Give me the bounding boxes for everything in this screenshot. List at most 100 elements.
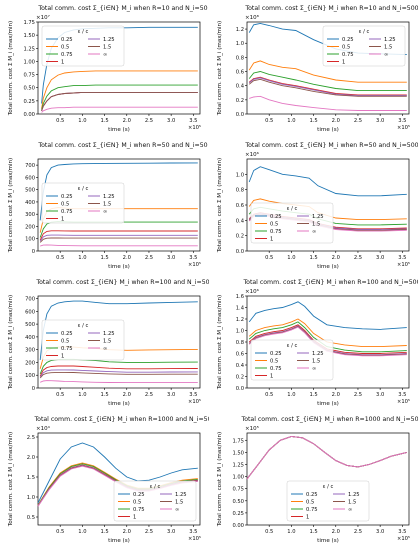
series-line-1.5 <box>41 91 198 111</box>
y-axis-label-text: Total comm. cost Σ M_i (max/min) <box>8 21 14 116</box>
x-tick-label: 3.5 <box>398 255 406 261</box>
y-tick-label: 0.4 <box>236 218 245 224</box>
x-tick-label: 3.0 <box>167 392 175 398</box>
legend-label: 0.25 <box>270 214 282 220</box>
y-tick-label: 1.00 <box>232 475 244 481</box>
legend-box <box>41 25 125 67</box>
y-tick-label: 0.75 <box>232 487 244 493</box>
y-tick-label: 600 <box>25 175 35 181</box>
x-tick-label: 2.5 <box>145 529 153 535</box>
x-tick-label: 2.5 <box>145 255 153 261</box>
plot-frame <box>37 21 201 115</box>
legend-label: 0.5 <box>61 339 69 345</box>
chart-title: Total comm. cost Σ_{i∈N} M_i when R=100 … <box>242 279 418 286</box>
legend-label: ∞ <box>103 346 107 352</box>
legend-box <box>41 182 125 224</box>
legend-label: 1.25 <box>175 492 187 498</box>
legend-label: 1.25 <box>103 331 115 337</box>
chart-title: Total comm. cost Σ_{i∈N} M_i when R=50 a… <box>37 142 207 149</box>
x-axis-label: time (s) <box>108 264 130 270</box>
legend-label: 1.5 <box>348 500 356 506</box>
legend-label: 1.5 <box>103 339 111 345</box>
legend-label: ∞ <box>312 366 316 372</box>
y-tick-label: 400 <box>25 200 35 206</box>
legend-label: 0.25 <box>270 351 282 357</box>
legend-label: 1.5 <box>384 45 392 51</box>
y-tick-label: 1.0 <box>236 172 244 178</box>
legend-box <box>41 319 125 361</box>
x-offset-label: ×10⁵ <box>188 125 201 131</box>
chart-panel-r100-n500: Total comm. cost Σ_{i∈N} M_i when R=100 … <box>209 274 418 411</box>
y-tick-label: 0.4 <box>236 363 245 369</box>
legend-label: 0.25 <box>133 492 145 498</box>
x-tick-label: 2.0 <box>332 255 340 261</box>
y-tick-label: 0.25 <box>232 511 244 517</box>
series-line-0.25 <box>248 301 407 330</box>
series-line-1.25 <box>248 77 407 97</box>
x-offset-label: ×10⁵ <box>188 399 201 405</box>
series-line-0.75 <box>41 84 198 110</box>
y-tick-label: 1.25 <box>232 462 244 468</box>
legend: ε / c 0.25 0.50.75 1 1.25 1.5∞ <box>322 25 406 67</box>
series-line-0.5 <box>248 318 407 348</box>
x-axis-label: time (s) <box>317 401 339 407</box>
x-tick-label: 3.5 <box>189 392 197 398</box>
series-line-1.5 <box>39 237 198 243</box>
x-offset-label: ×10⁵ <box>397 399 410 405</box>
y-axis-label: Total comm. cost Σ M_i (max/min) <box>8 21 14 116</box>
x-tick-label: 1.5 <box>309 529 317 535</box>
x-tick-label: 1.5 <box>309 392 317 398</box>
y-tick-label: 0.2 <box>236 98 244 104</box>
series-line-1.5 <box>248 325 407 356</box>
y-tick-label: 0.00 <box>23 112 35 118</box>
legend-title: ε / c <box>359 29 370 35</box>
y-tick-label: 1.6 <box>236 294 244 300</box>
series-line-0.5 <box>246 435 407 480</box>
chart-panel-r10-n500: Total comm. cost Σ_{i∈N} M_i when R=10 a… <box>209 0 418 137</box>
y-axis-label: Total comm. cost Σ M_i (max/min) <box>8 432 14 527</box>
chart-svg: Total comm. cost Σ_{i∈N} M_i when R=1000… <box>217 416 418 544</box>
x-tick-label: 3.0 <box>376 255 384 261</box>
legend-label: 0.75 <box>133 507 145 513</box>
y-offset-label: ×10⁴ <box>36 425 51 432</box>
series-line-0.75 <box>248 71 407 92</box>
legend-label: 0.75 <box>61 209 73 215</box>
series-line-0.25 <box>37 442 198 504</box>
legend-label: 0.75 <box>270 229 282 235</box>
y-tick-label: 1.50 <box>23 33 35 39</box>
x-tick-label: 3.0 <box>376 529 384 535</box>
x-tick-label: 2.5 <box>145 118 153 124</box>
x-axis-label: time (s) <box>317 538 339 544</box>
chart-svg: Total comm. cost Σ_{i∈N} M_i when R=50 a… <box>217 142 418 270</box>
y-tick-label: 0.6 <box>236 203 244 209</box>
x-offset-label: ×10⁵ <box>397 262 410 268</box>
x-tick-label: 1.5 <box>100 255 108 261</box>
legend: ε / c 0.25 0.50.75 1 1.25 1.5∞ <box>250 339 334 381</box>
y-tick-label: 1.5 <box>27 475 35 481</box>
y-axis-label-text: Total comm. cost Σ M_i (max/min) <box>217 295 223 390</box>
y-axis-label: Total comm. cost Σ M_i (max/min) <box>217 21 223 116</box>
legend-label: 1 <box>61 354 64 360</box>
y-offset-label: ×10⁷ <box>36 14 50 21</box>
legend-label: 1.5 <box>175 500 183 506</box>
chart-svg: Total comm. cost Σ_{i∈N} M_i when R=10 a… <box>8 5 208 133</box>
y-tick-label: 0.00 <box>232 523 244 529</box>
series-line-0.75 <box>246 435 407 480</box>
legend-label: 0.75 <box>342 52 354 58</box>
y-axis-label-text: Total comm. cost Σ M_i (max/min) <box>8 295 14 390</box>
legend-label: 0.25 <box>342 37 354 43</box>
x-tick-label: 1.0 <box>78 118 86 124</box>
y-tick-label: 700 <box>25 297 35 303</box>
series-line-1.5 <box>246 435 407 480</box>
legend-label: 1 <box>342 60 345 66</box>
x-tick-label: 1.5 <box>100 118 108 124</box>
x-tick-label: 1.5 <box>309 255 317 261</box>
x-tick-label: 2.0 <box>123 118 131 124</box>
legend-label: 1.5 <box>312 359 320 365</box>
x-axis-label: time (s) <box>317 127 339 133</box>
y-tick-label: 0.8 <box>236 188 244 194</box>
legend-label: ∞ <box>103 52 107 58</box>
chart-title: Total comm. cost Σ_{i∈N} M_i when R=50 a… <box>244 142 418 149</box>
y-tick-label: 0 <box>32 249 35 255</box>
chart-title: Total comm. cost Σ_{i∈N} M_i when R=10 a… <box>244 5 418 12</box>
